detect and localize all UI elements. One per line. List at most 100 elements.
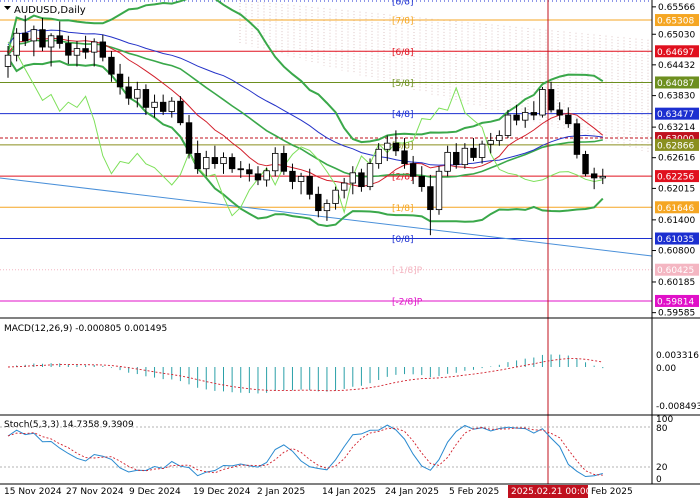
chart-menu-icon[interactable] bbox=[4, 6, 11, 10]
candle-body bbox=[272, 152, 279, 172]
candle-body bbox=[461, 147, 469, 166]
price-level-badge bbox=[655, 45, 699, 58]
candle-body bbox=[30, 29, 38, 42]
candle-body bbox=[13, 32, 20, 56]
candle-body bbox=[177, 100, 184, 124]
candle-body bbox=[573, 123, 581, 155]
time-label: 9 Dec 2024 bbox=[129, 487, 181, 497]
price-level-label: 0.60425 bbox=[657, 266, 694, 276]
candle-body bbox=[116, 73, 124, 88]
candle-body bbox=[280, 152, 288, 172]
stoch-k-line bbox=[7, 424, 603, 478]
time-axis: 15 Nov 2024 27 Nov 2024 9 Dec 2024 19 De… bbox=[4, 485, 633, 498]
macd-tick-bottom: -0.008493 bbox=[656, 402, 700, 412]
murrey-label: [5/8] bbox=[392, 79, 414, 89]
candle-body bbox=[125, 86, 132, 99]
time-label: 14 Jan 2025 bbox=[322, 487, 376, 497]
time-label: 27 Nov 2024 bbox=[66, 487, 124, 497]
time-label: 2 Jan 2025 bbox=[257, 487, 305, 497]
price-level-label: 0.65308 bbox=[657, 17, 694, 27]
murrey-label: [-1/8]P bbox=[392, 266, 423, 276]
candle-body bbox=[409, 163, 417, 177]
candle-body bbox=[582, 154, 589, 175]
price-level-badge bbox=[655, 294, 699, 307]
ichimoku-cloud bbox=[239, 0, 649, 153]
candle-body bbox=[73, 48, 81, 56]
price-axis: 0.65566 0.65030 0.64432 0.63830 0.63214 0.626… bbox=[652, 3, 695, 319]
price-level-label: 0.62866 bbox=[657, 141, 694, 151]
candle-body bbox=[194, 152, 201, 170]
macd-signal-line bbox=[7, 358, 603, 392]
murrey-label: [0/8] bbox=[392, 235, 414, 245]
candle-body bbox=[487, 140, 494, 145]
candle-body bbox=[565, 114, 572, 125]
candle-body bbox=[556, 109, 563, 116]
candle-body bbox=[142, 89, 150, 108]
price-level-badge bbox=[655, 14, 699, 27]
time-label: 15 Nov 2024 bbox=[4, 487, 62, 497]
candle-body bbox=[228, 157, 236, 170]
candle-body bbox=[522, 112, 529, 121]
trend-line[interactable] bbox=[0, 177, 653, 257]
chart-title: AUDUSD,Daily bbox=[14, 5, 86, 16]
candle-body bbox=[547, 89, 555, 111]
candle-body bbox=[99, 41, 107, 58]
candle-body bbox=[47, 35, 55, 48]
indicator-lines bbox=[7, 0, 604, 228]
candle-body bbox=[315, 193, 322, 212]
candle-body bbox=[366, 163, 374, 188]
price-tick-label: 0.59585 bbox=[658, 309, 695, 319]
candle-body bbox=[306, 175, 313, 195]
candle-body bbox=[297, 175, 305, 182]
candle-body bbox=[444, 151, 451, 172]
candle-body bbox=[470, 147, 477, 158]
candle-body bbox=[435, 170, 443, 211]
candle-body bbox=[539, 89, 546, 116]
candle-body bbox=[159, 101, 167, 112]
time-label: 24 Jan 2025 bbox=[385, 487, 439, 497]
candle-body bbox=[384, 142, 391, 150]
candle-body bbox=[91, 41, 98, 53]
candle-body bbox=[323, 203, 331, 212]
price-tick-label: 0.63830 bbox=[658, 92, 695, 102]
murrey-label: [-2/8]P bbox=[392, 297, 423, 307]
candle-body bbox=[168, 100, 175, 112]
stoch-d-line bbox=[7, 427, 603, 476]
candle-body bbox=[246, 169, 253, 175]
price-tick-label: 0.65566 bbox=[658, 3, 695, 13]
candle-body bbox=[453, 151, 460, 166]
price-tick-label: 0.62616 bbox=[658, 154, 695, 164]
price-level-badge bbox=[655, 76, 699, 89]
price-level-badge bbox=[655, 201, 699, 214]
candle-body bbox=[401, 150, 408, 165]
candle-body bbox=[358, 172, 365, 188]
price-tick-label: 0.65030 bbox=[658, 30, 695, 40]
candle-body bbox=[590, 173, 598, 179]
candle-body bbox=[203, 157, 210, 170]
candle-body bbox=[39, 29, 46, 48]
murrey-label: [8/8] bbox=[392, 0, 414, 8]
candle-body bbox=[254, 173, 262, 181]
candle-body bbox=[349, 172, 356, 184]
price-level-label: 0.59814 bbox=[657, 297, 694, 307]
candle-body bbox=[375, 148, 382, 165]
murrey-label: [3/8] bbox=[392, 141, 414, 151]
candle-body bbox=[220, 157, 227, 165]
candle-body bbox=[340, 182, 348, 191]
bollinger-upper bbox=[7, 0, 604, 144]
macd-histogram bbox=[7, 354, 604, 394]
candle-body bbox=[65, 43, 72, 56]
price-level-label: 0.64697 bbox=[657, 48, 694, 58]
price-level-badge bbox=[655, 232, 699, 245]
price-level-badge bbox=[655, 263, 699, 276]
chikou-line bbox=[7, 41, 603, 217]
candle-body bbox=[151, 101, 158, 108]
candlesticks bbox=[4, 15, 606, 236]
macd-label: MACD(12,26,9) -0.000805 0.001495 bbox=[4, 324, 167, 334]
candle-body bbox=[134, 89, 141, 99]
price-tick-label: 0.62015 bbox=[658, 184, 695, 194]
bollinger-lower bbox=[7, 57, 604, 228]
price-tick-label: 0.60800 bbox=[658, 247, 695, 257]
